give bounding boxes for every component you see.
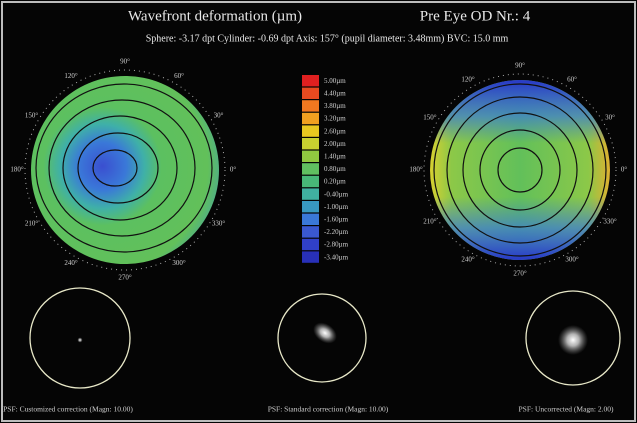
angle-label: 120° [461,76,475,84]
angle-label: 60° [174,72,184,80]
angle-label: 210° [25,220,39,228]
angle-label: 300° [565,256,579,264]
angle-label: 0° [621,166,628,174]
angle-label: 330° [212,220,226,228]
angle-label: 240° [461,256,475,264]
colorbar-label: 2.00µm [324,140,346,148]
title: Wavefront deformation (µm) [128,8,302,24]
angle-label: 240° [64,259,78,267]
refraction-info: Sphere: -3.17 dpt Cylinder: -0.69 dpt Ax… [146,33,509,44]
colorbar-swatch [302,188,319,199]
colorbar-label: 0.20µm [324,178,346,186]
angle-label: 30° [605,114,615,122]
colorbar: 5.00µm 4.40µm 3.80µm 3.20µm 2.60µm 2.00µm 1.40… [302,75,349,263]
colorbar-label: -0.40µm [324,190,349,198]
screen: Wavefront deformation (µm) Pre Eye OD Nr… [0,0,637,423]
eye-info: Pre Eye OD Nr.: 4 [420,8,531,24]
angle-label: 180° [10,166,24,174]
colorbar-swatch [302,214,319,225]
colorbar-label: 1.40µm [324,153,346,161]
angle-label: 0° [230,166,237,174]
angle-label: 270° [513,270,527,278]
colorbar-swatch [302,251,319,262]
angle-label: 210° [423,218,437,226]
colorbar-label: -3.40µm [324,253,349,261]
colorbar-swatch [302,226,319,237]
angle-label: 330° [603,218,617,226]
colorbar-swatch [302,201,319,212]
colorbar-label: -2.20µm [324,228,349,236]
page: {"header": {"title": "Wavefront deformat… [0,0,637,423]
angle-label: 90° [120,58,130,66]
angle-label: 30° [214,112,224,120]
angle-label: 150° [423,114,437,122]
colorbar-swatch [302,151,319,162]
colorbar-swatch [302,88,319,99]
colorbar-label: 3.20µm [324,115,346,123]
angle-label: 60° [567,76,577,84]
angle-label: 300° [172,259,186,267]
colorbar-swatch [302,163,319,174]
colorbar-swatch [302,138,319,149]
angle-label: 120° [64,72,78,80]
angle-label: 90° [515,62,525,70]
angle-label: 270° [118,274,132,282]
psf-caption: PSF: Standard correction (Magn: 10.00) [268,405,389,414]
colorbar-swatch [302,100,319,111]
colorbar-label: 0.80µm [324,165,346,173]
psf-caption: PSF: Uncorrected (Magn: 2.00) [519,405,614,414]
psf-caption: PSF: Customized correction (Magn: 10.00) [3,405,133,414]
angle-label: 180° [409,166,423,174]
colorbar-label: 5.00µm [324,77,346,85]
colorbar-label: -1.60µm [324,216,349,224]
colorbar-swatch [302,113,319,124]
colorbar-label: -2.80µm [324,241,349,249]
colorbar-label: 2.60µm [324,127,346,135]
colorbar-swatch [302,75,319,86]
colorbar-label: 4.40µm [324,90,346,98]
colorbar-swatch [302,125,319,136]
colorbar-label: -1.00µm [324,203,349,211]
colorbar-swatch [302,176,319,187]
colorbar-swatch [302,239,319,250]
colorbar-label: 3.80µm [324,102,346,110]
angle-label: 150° [25,112,39,120]
